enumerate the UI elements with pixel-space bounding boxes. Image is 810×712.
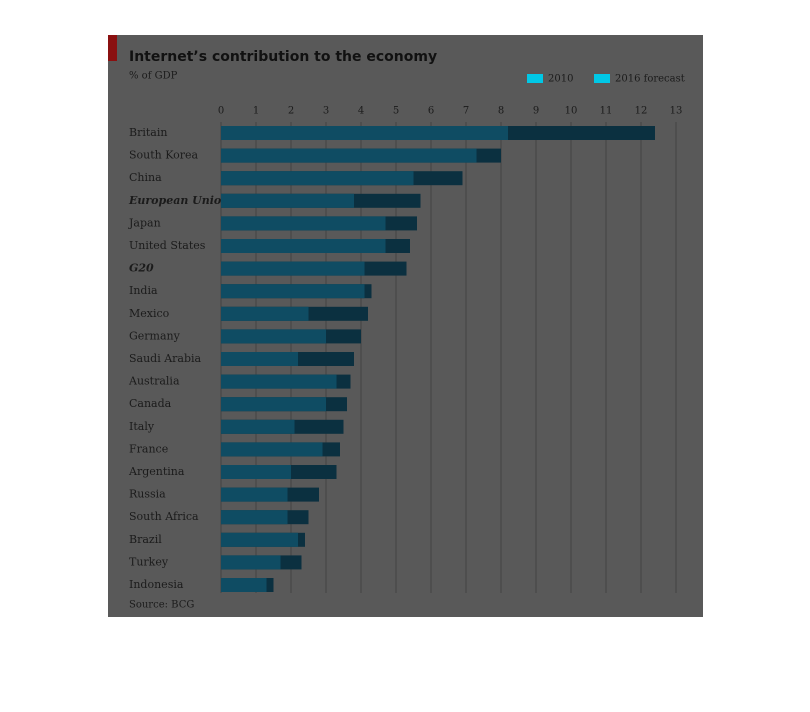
y-tick-label: Russia: [129, 488, 166, 501]
x-tick-label: 3: [323, 106, 329, 117]
y-tick-label: Britain: [129, 126, 167, 139]
legend-swatch: [527, 74, 543, 83]
y-tick-label: Japan: [128, 216, 161, 229]
chart-title: Internet’s contribution to the economy: [129, 49, 437, 65]
bar: [221, 578, 267, 592]
y-tick-label: Canada: [129, 397, 172, 410]
bar: [221, 465, 291, 479]
legend-label: 2010: [548, 74, 573, 85]
y-tick-label: Indonesia: [129, 578, 184, 591]
bar: [221, 306, 309, 321]
x-tick-label: 11: [600, 106, 613, 117]
y-tick-label: Saudi Arabia: [129, 352, 202, 365]
bar: [221, 419, 295, 434]
bar: [221, 148, 477, 163]
y-tick-label: China: [129, 171, 162, 184]
x-tick-label: 7: [463, 106, 469, 117]
bar: [221, 352, 298, 366]
y-tick-label: Italy: [129, 420, 155, 433]
subtitle: % of GDP: [129, 71, 178, 82]
bar: [221, 555, 281, 570]
bar: [221, 171, 414, 186]
legend-swatch: [594, 74, 610, 83]
corner-mark: [108, 35, 117, 61]
bar: [221, 487, 288, 502]
x-tick-label: 13: [670, 106, 683, 117]
y-tick-label: South Africa: [129, 510, 199, 523]
y-tick-label: Mexico: [129, 307, 170, 320]
bar: [221, 239, 386, 253]
x-tick-label: 0: [218, 106, 224, 117]
x-tick-label: 4: [358, 106, 364, 117]
x-tick-label: 1: [253, 106, 259, 117]
y-tick-label: Argentina: [128, 465, 185, 478]
bar: [221, 510, 288, 525]
bar: [221, 374, 337, 389]
legend-label: 2016 forecast: [615, 74, 685, 85]
x-tick-label: 9: [533, 106, 539, 117]
y-tick-label: Turkey: [129, 555, 169, 568]
bar: [221, 216, 386, 231]
y-tick-label: India: [129, 284, 158, 297]
y-tick-label: United States: [129, 239, 206, 252]
source: Source: BCG: [129, 600, 194, 611]
y-tick-label: Brazil: [129, 533, 162, 546]
bar: [221, 442, 323, 457]
x-tick-label: 8: [498, 106, 504, 117]
x-tick-label: 5: [393, 106, 399, 117]
x-tick-label: 10: [565, 106, 578, 117]
x-tick-label: 12: [635, 106, 648, 117]
x-tick-label: 2: [288, 106, 294, 117]
bar: [221, 193, 354, 208]
bar: [221, 329, 326, 344]
bar: [221, 261, 365, 276]
bar: [221, 397, 326, 412]
y-tick-label: G20: [129, 262, 154, 275]
y-tick-label: South Korea: [129, 149, 199, 162]
y-tick-label: Germany: [129, 329, 181, 342]
bar: [221, 284, 365, 299]
x-tick-label: 6: [428, 106, 434, 117]
y-tick-label: France: [129, 442, 168, 455]
y-tick-label: Australia: [128, 375, 180, 388]
y-tick-label: European Union: [128, 194, 229, 207]
bar: [221, 532, 298, 547]
bar: [221, 126, 508, 140]
panel: [108, 35, 703, 617]
